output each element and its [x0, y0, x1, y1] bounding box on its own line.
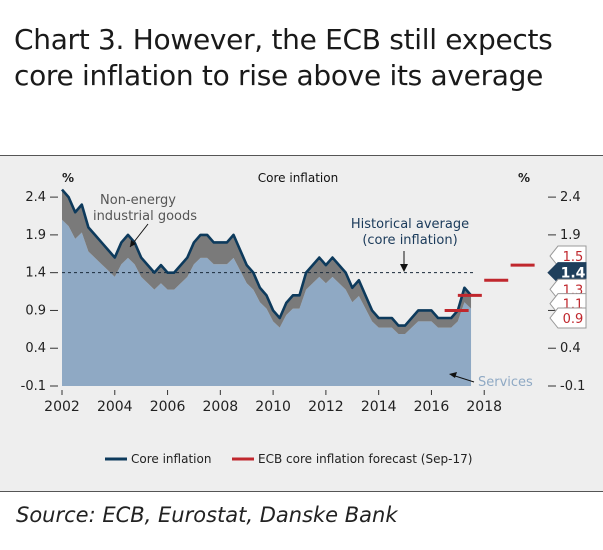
chart-title: Core inflation — [258, 171, 338, 185]
core-inflation-line — [61, 188, 473, 327]
services-area — [62, 219, 472, 386]
bottom-divider — [0, 491, 603, 492]
y-tick-label-right: 1.9 — [560, 228, 581, 243]
right-value-label: 0.9 — [563, 312, 584, 327]
average-annotation-line1: Historical average — [351, 217, 469, 232]
services-annotation: Services — [478, 375, 533, 390]
y-tick-label-right: -0.1 — [560, 379, 585, 394]
x-tick-label: 2002 — [44, 399, 80, 415]
left-unit-label: % — [62, 171, 74, 185]
y-tick-label-left: -0.1 — [21, 379, 46, 394]
average-annotation-line2: (core inflation) — [362, 233, 457, 248]
x-tick-label: 2014 — [361, 399, 397, 415]
y-tick-label-left: 0.9 — [25, 303, 46, 318]
x-tick-label: 2006 — [150, 399, 186, 415]
x-tick-label: 2008 — [203, 399, 239, 415]
y-tick-label-right: 2.4 — [560, 190, 581, 205]
legend-forecast-label: ECB core inflation forecast (Sep-17) — [258, 452, 472, 466]
chart-panel: %% Core inflation 2.4 2.4 1.9 1.9 1.4 1.4 0.9 0.9… — [0, 156, 603, 491]
right-value-box — [549, 307, 587, 329]
right-unit-label: % — [518, 171, 530, 185]
y-tick-label-left: 1.4 — [25, 266, 46, 281]
x-tick-label: 2018 — [466, 399, 502, 415]
y-tick-label-left: 0.4 — [25, 341, 46, 356]
core-inflation-chart: %% Core inflation 2.4 2.4 1.9 1.9 1.4 1.4 0.9 0.9… — [21, 171, 587, 466]
right-value-label: 1.5 — [563, 250, 584, 265]
x-tick-label: 2004 — [97, 399, 133, 415]
x-tick-label: 2010 — [255, 399, 291, 415]
page-title: Chart 3. However, the ECB still expects … — [14, 23, 553, 92]
y-tick-label-right: 0.4 — [560, 341, 581, 356]
services-arrowhead — [449, 372, 457, 378]
x-tick-label: 2012 — [308, 399, 344, 415]
goods-arrowhead — [130, 240, 136, 247]
right-value-label: 1.4 — [561, 266, 586, 282]
source-note: Source: ECB, Eurostat, Danske Bank — [16, 503, 398, 527]
goods-annotation-line1: Non-energy — [100, 193, 176, 208]
y-tick-label-left: 2.4 — [25, 190, 46, 205]
average-arrowhead — [400, 264, 408, 272]
y-tick-label-left: 1.9 — [25, 228, 46, 243]
x-tick-label: 2016 — [414, 399, 450, 415]
goods-annotation-line2: industrial goods — [93, 209, 197, 224]
services-arrow — [451, 374, 475, 383]
legend-core-label: Core inflation — [131, 452, 211, 466]
top-divider — [0, 155, 603, 156]
